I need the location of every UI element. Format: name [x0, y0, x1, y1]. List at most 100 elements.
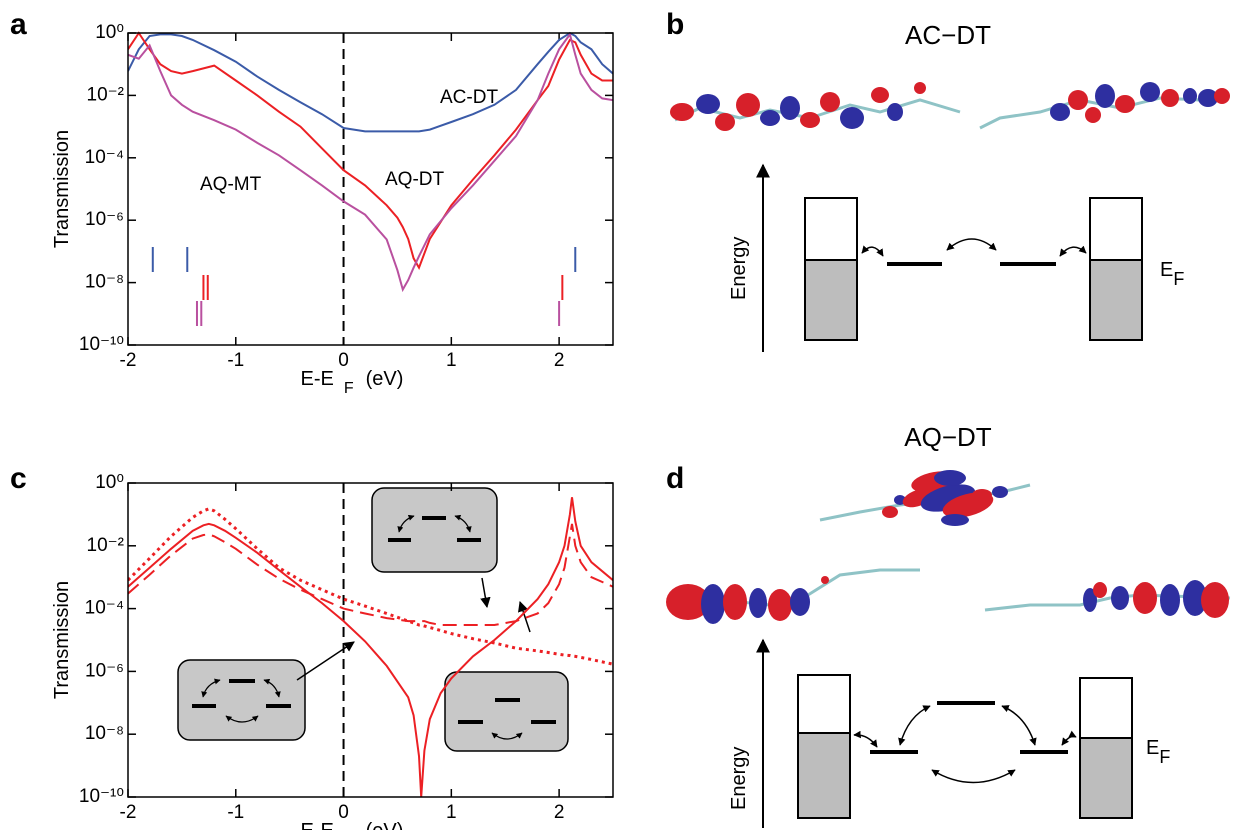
- fermi-label: EF: [1146, 737, 1170, 767]
- orbital-lobe: [1085, 107, 1101, 123]
- x-tick-label: 2: [554, 802, 565, 823]
- coupling-arrow: [1061, 730, 1077, 746]
- pointer-arrow: [518, 601, 531, 633]
- orbital-lobe: [1083, 588, 1097, 612]
- series-line: [128, 31, 613, 133]
- orbital-lobe: [887, 103, 903, 121]
- y-tick-label: 10⁻¹⁰: [79, 786, 124, 807]
- x-tick-label: -1: [227, 350, 244, 371]
- fermi-label: EF: [1160, 259, 1184, 289]
- series-line: [128, 31, 613, 271]
- chart: 10⁰ 10⁻² 10⁻⁴ 10⁻⁶ 10⁻⁸ 10⁻¹⁰-2 -1 0 1 2 Transmiss…: [51, 22, 614, 397]
- orbital-lobe: [696, 94, 720, 114]
- x-tick-label: 2: [554, 350, 565, 371]
- orbital-lobe: [768, 589, 792, 621]
- series-line: [128, 507, 613, 666]
- x-tick-label: 0: [338, 350, 349, 371]
- diagram-title: AC−DT: [905, 20, 991, 50]
- electrode-filled: [1089, 259, 1143, 341]
- energy-label: Energy: [728, 237, 750, 300]
- coupling-arrow: [491, 732, 523, 740]
- orbital-lobe: [992, 486, 1008, 498]
- coupling-arrow: [946, 238, 997, 251]
- orbitals: [666, 470, 1231, 624]
- orbital-lobe: [821, 576, 829, 584]
- coupling-arrow: [1059, 245, 1087, 257]
- orbital-lobe: [749, 588, 767, 618]
- coupling-arrow: [853, 730, 878, 748]
- orbital-lobe: [780, 96, 800, 120]
- chart: 10⁰ 10⁻² 10⁻⁴ 10⁻⁶ 10⁻⁸ 10⁻¹⁰-2 -1 0 1 2 Transmiss…: [51, 472, 614, 830]
- x-label-unit: (eV): [366, 368, 404, 390]
- electrode-filled: [797, 732, 851, 819]
- orbital-lobe: [1198, 89, 1218, 107]
- y-axis-label: Transmission: [51, 130, 73, 248]
- orbital-lobe: [800, 112, 820, 128]
- orbital-lobe: [820, 92, 840, 112]
- panel-label: b: [666, 8, 684, 41]
- y-tick-label: 10⁰: [95, 22, 124, 43]
- x-tick-label: -1: [227, 802, 244, 823]
- diagram-title: AQ−DT: [904, 422, 992, 452]
- x-label-sub: F: [344, 380, 354, 397]
- orbitals: [670, 82, 1230, 131]
- coupling-arrow: [898, 705, 931, 746]
- plot-frame: [127, 482, 614, 798]
- y-tick-label: 10⁻⁶: [85, 209, 124, 230]
- series-line: [128, 32, 613, 293]
- y-tick-label: 10⁰: [95, 472, 124, 493]
- orbital-lobe: [1050, 103, 1070, 121]
- coupling-arrow: [263, 678, 281, 698]
- x-label-unit: (eV): [366, 820, 404, 830]
- coupling-arrow: [397, 514, 415, 533]
- y-tick-label: 10⁻⁴: [85, 147, 124, 168]
- x-label-main: E-E: [301, 820, 334, 830]
- inset-box: [177, 659, 306, 741]
- series-label: AQ-DT: [385, 169, 445, 190]
- x-tick-label: -2: [120, 350, 137, 371]
- orbital-lobe: [1140, 82, 1160, 102]
- pointer-arrow: [480, 577, 491, 609]
- x-tick-label: -2: [120, 802, 137, 823]
- orbital-lobe: [666, 584, 710, 620]
- orbital-lobe: [914, 82, 926, 94]
- orbital-lobe: [1214, 88, 1230, 104]
- orbital-lobe: [1183, 580, 1207, 616]
- diagram-b: AC−DT Energy EF: [670, 20, 1230, 352]
- insets: [177, 487, 569, 752]
- y-tick-label: 10⁻⁸: [85, 723, 124, 744]
- orbital-lobe: [1133, 582, 1157, 614]
- y-tick-label: 10⁻⁴: [85, 598, 124, 619]
- y-tick-label: 10⁻⁸: [85, 272, 124, 293]
- orbital-lobe: [1111, 586, 1129, 610]
- orbital-lobe: [1161, 89, 1179, 107]
- electrode-filled: [804, 259, 858, 341]
- y-tick-label: 10⁻¹⁰: [79, 334, 124, 355]
- x-label-main: E-E: [301, 368, 334, 390]
- x-tick-label: 0: [338, 802, 349, 823]
- series-label: AQ-MT: [200, 174, 262, 195]
- plot-frame: [127, 32, 614, 346]
- panel-label: c: [10, 462, 27, 495]
- orbital-lobe: [1115, 95, 1135, 113]
- orbital-lobe: [1160, 584, 1180, 616]
- orbital-lobe: [1183, 88, 1197, 104]
- fermi-sub: F: [1173, 269, 1184, 289]
- inset-box: [444, 671, 569, 752]
- inset-box: [371, 487, 498, 573]
- x-axis-label: E-EF(eV): [301, 820, 404, 830]
- orbital-lobe: [790, 588, 810, 616]
- orbital-lobe: [670, 103, 694, 121]
- orbital-lobe: [1095, 84, 1115, 108]
- orbital-lobe: [723, 584, 747, 620]
- fermi-e: E: [1146, 737, 1159, 759]
- coupling-arrow: [225, 715, 259, 723]
- orbital-lobe: [1093, 582, 1107, 598]
- x-tick-label: 1: [446, 802, 457, 823]
- series-line: [128, 523, 613, 626]
- orbital-lobe: [840, 107, 864, 129]
- orbital-lobe: [1068, 90, 1088, 110]
- panel-label: d: [666, 462, 684, 495]
- orbital-lobe: [871, 87, 889, 103]
